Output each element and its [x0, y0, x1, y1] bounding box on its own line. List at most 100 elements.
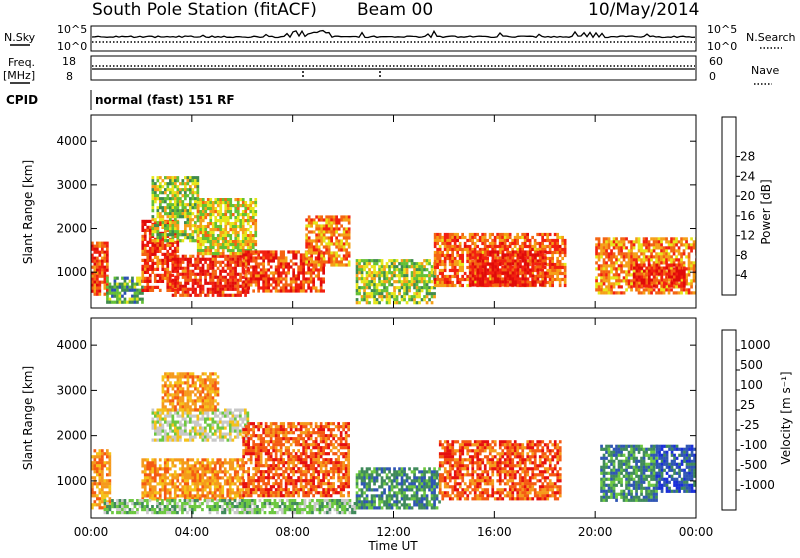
- heatmap-cell: [224, 198, 227, 201]
- heatmap-cell: [232, 258, 235, 261]
- heatmap-cell: [381, 259, 384, 262]
- heatmap-cell: [252, 259, 255, 262]
- heatmap-cell: [156, 470, 159, 473]
- heatmap-cell: [504, 253, 507, 256]
- heatmap-cell: [373, 265, 376, 268]
- heatmap-cell: [219, 234, 222, 237]
- heatmap-cell: [544, 280, 547, 283]
- heatmap-cell: [154, 185, 157, 188]
- heatmap-cell: [119, 292, 122, 295]
- heatmap-cell: [234, 418, 237, 421]
- heatmap-cell: [459, 242, 462, 245]
- heatmap-cell: [356, 289, 359, 292]
- heatmap-cell: [197, 191, 200, 194]
- heatmap-cell: [514, 277, 517, 280]
- heatmap-cell: [469, 283, 472, 286]
- heatmap-cell: [252, 210, 255, 213]
- heatmap-cell: [201, 461, 204, 464]
- heatmap-cell: [231, 491, 234, 494]
- heatmap-cell: [396, 265, 399, 268]
- heatmap-cell: [456, 233, 459, 236]
- heatmap-cell: [245, 277, 248, 280]
- heatmap-cell: [361, 274, 364, 277]
- heatmap-cell: [371, 277, 374, 280]
- heatmap-cell: [239, 285, 242, 288]
- heatmap-cell: [685, 288, 688, 291]
- heatmap-cell: [549, 275, 552, 278]
- heatmap-cell: [199, 464, 202, 467]
- heatmap-cell: [202, 285, 205, 288]
- heatmap-cell: [345, 218, 348, 221]
- heatmap-cell: [554, 242, 557, 245]
- heatmap-cell: [499, 268, 502, 271]
- heatmap-cell: [325, 236, 328, 239]
- heatmap-cell: [363, 259, 366, 262]
- heatmap-cell: [141, 277, 144, 280]
- heatmap-cell: [671, 270, 674, 273]
- heatmap-cell: [131, 289, 134, 292]
- heatmap-cell: [152, 409, 155, 412]
- heatmap-cell: [184, 191, 187, 194]
- heatmap-cell: [169, 215, 172, 218]
- heatmap-cell: [661, 279, 664, 282]
- heatmap-cell: [255, 250, 258, 253]
- heatmap-cell: [449, 260, 452, 263]
- heatmap-cell: [328, 257, 331, 260]
- heatmap-cell: [199, 249, 202, 252]
- heatmap-cell: [605, 240, 608, 243]
- heatmap-cell: [109, 286, 112, 289]
- heatmap-cell: [124, 283, 127, 286]
- heatmap-cell: [207, 291, 210, 294]
- heatmap-cell: [305, 280, 308, 283]
- heatmap-cell: [154, 424, 157, 427]
- heatmap-cell: [202, 267, 205, 270]
- heatmap-cell: [285, 289, 288, 292]
- heatmap-cell: [484, 283, 487, 286]
- heatmap-cell: [645, 288, 648, 291]
- heatmap-cell: [688, 288, 691, 291]
- heatmap-cell: [207, 225, 210, 228]
- heatmap-cell: [628, 267, 631, 270]
- heatmap-cell: [527, 277, 530, 280]
- heatmap-cell: [522, 265, 525, 268]
- heatmap-cell: [636, 285, 639, 288]
- heatmap-cell: [232, 204, 235, 207]
- heatmap-cell: [171, 250, 174, 253]
- heatmap-cell: [335, 257, 338, 260]
- heatmap-cell: [207, 213, 210, 216]
- heatmap-cell: [197, 243, 200, 246]
- heatmap-cell: [656, 267, 659, 270]
- heatmap-cell: [685, 291, 688, 294]
- heatmap-cell: [618, 279, 621, 282]
- heatmap-cell: [151, 247, 154, 250]
- heatmap-cell: [277, 271, 280, 274]
- heatmap-cell: [177, 409, 180, 412]
- heatmap-cell: [197, 415, 200, 418]
- heatmap-cell: [673, 264, 676, 267]
- heatmap-cell: [152, 227, 155, 230]
- heatmap-cell: [542, 256, 545, 259]
- heatmap-cell: [114, 280, 117, 283]
- heatmap-cell: [277, 265, 280, 268]
- heatmap-cell: [368, 295, 371, 298]
- heatmap-cell: [464, 242, 467, 245]
- heatmap-cell: [451, 281, 454, 284]
- heatmap-cell: [426, 268, 429, 271]
- heatmap-cell: [252, 256, 255, 259]
- heatmap-cell: [197, 433, 200, 436]
- heatmap-cell: [544, 277, 547, 280]
- heatmap-cell: [116, 295, 119, 298]
- heatmap-cell: [201, 467, 204, 470]
- heatmap-cell: [603, 237, 606, 240]
- heatmap-cell: [479, 268, 482, 271]
- heatmap-cell: [310, 268, 313, 271]
- heatmap-cell: [441, 251, 444, 254]
- heatmap-cell: [96, 248, 99, 251]
- y-tick-label: 4000: [56, 134, 87, 148]
- heatmap-cell: [176, 485, 179, 488]
- heatmap-cell: [559, 248, 562, 251]
- heatmap-cell: [285, 262, 288, 265]
- heatmap-cell: [366, 298, 369, 301]
- heatmap-cell: [250, 280, 253, 283]
- heatmap-cell: [146, 289, 149, 292]
